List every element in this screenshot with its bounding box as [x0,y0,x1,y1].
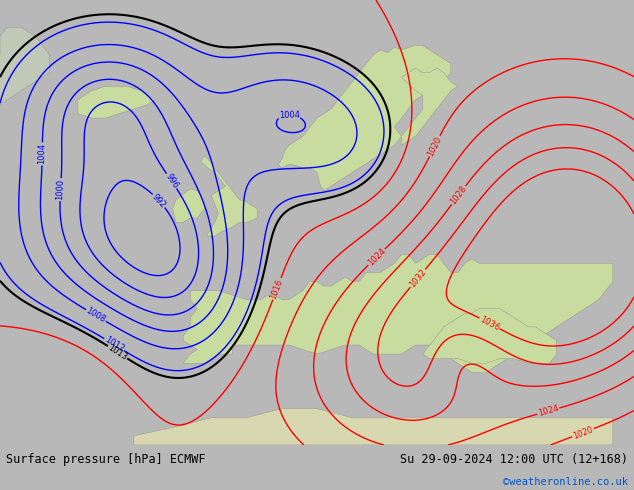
Text: 1016: 1016 [269,277,285,300]
Polygon shape [401,68,458,145]
Text: 996: 996 [164,172,180,190]
Text: ©weatheronline.co.uk: ©weatheronline.co.uk [503,477,628,487]
Text: 1000: 1000 [56,179,65,200]
Polygon shape [77,86,155,118]
Text: 1012: 1012 [103,335,126,354]
Polygon shape [0,27,49,145]
Text: 1020: 1020 [426,135,443,157]
Polygon shape [201,156,257,236]
Polygon shape [134,409,613,445]
Text: 1020: 1020 [572,425,595,441]
Polygon shape [172,189,204,222]
Text: Su 29-09-2024 12:00 UTC (12+168): Su 29-09-2024 12:00 UTC (12+168) [399,453,628,466]
Text: 1024: 1024 [537,404,560,418]
Text: Surface pressure [hPa] ECMWF: Surface pressure [hPa] ECMWF [6,453,206,466]
Polygon shape [278,46,451,191]
Text: 1004: 1004 [278,110,300,120]
Text: 1024: 1024 [366,246,387,268]
Text: 1004: 1004 [37,143,47,165]
Text: 992: 992 [150,192,167,210]
Text: 1008: 1008 [84,306,107,325]
Text: 1032: 1032 [408,267,428,289]
Polygon shape [423,309,557,363]
Text: 1028: 1028 [449,184,469,206]
Polygon shape [183,254,613,372]
Text: 1036: 1036 [478,315,501,332]
Text: 1013: 1013 [107,343,129,362]
